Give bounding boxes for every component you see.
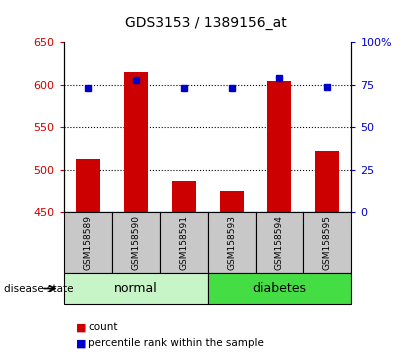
Text: ■: ■ <box>76 338 87 348</box>
Text: GDS3153 / 1389156_at: GDS3153 / 1389156_at <box>125 16 286 30</box>
Text: GSM158594: GSM158594 <box>275 215 284 270</box>
Bar <box>76 159 100 212</box>
Text: disease state: disease state <box>4 284 74 293</box>
Text: GSM158595: GSM158595 <box>323 215 332 270</box>
Text: GSM158589: GSM158589 <box>83 215 92 270</box>
Bar <box>219 191 243 212</box>
Text: diabetes: diabetes <box>252 282 307 295</box>
Text: normal: normal <box>114 282 157 295</box>
Bar <box>315 151 339 212</box>
Bar <box>172 181 196 212</box>
Bar <box>64 273 208 304</box>
Text: GSM158590: GSM158590 <box>131 215 140 270</box>
Bar <box>208 273 351 304</box>
Text: percentile rank within the sample: percentile rank within the sample <box>88 338 264 348</box>
Text: GSM158593: GSM158593 <box>227 215 236 270</box>
Text: count: count <box>88 322 118 332</box>
Bar <box>268 81 291 212</box>
Bar <box>208 212 256 273</box>
Bar <box>64 212 112 273</box>
Bar <box>159 212 208 273</box>
Bar <box>303 212 351 273</box>
Text: GSM158591: GSM158591 <box>179 215 188 270</box>
Text: ■: ■ <box>76 322 87 332</box>
Bar <box>256 212 303 273</box>
Bar <box>124 72 148 212</box>
Bar <box>112 212 159 273</box>
